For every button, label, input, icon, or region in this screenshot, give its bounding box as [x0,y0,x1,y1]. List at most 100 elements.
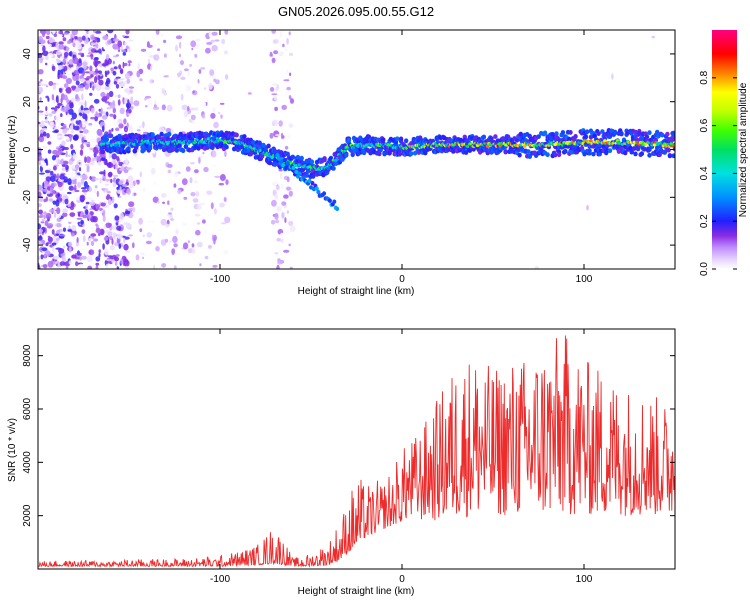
heatmap-cell [152,151,156,154]
heatmap-cell [269,132,274,139]
heatmap-cell [165,127,172,134]
heatmap-cell [100,157,106,161]
heatmap-cell [135,254,140,261]
heatmap-cell [611,73,614,80]
heatmap-cell [48,168,52,171]
heatmap-cell [161,147,167,153]
heatmap-cell [111,238,114,245]
heatmap-cell [79,174,83,179]
heatmap-cell [121,49,127,53]
snr-y-axis-label: SNR (10 * v/v) [7,418,18,482]
heatmap-cell [83,181,88,188]
heatmap-cell [526,149,531,155]
heatmap-cell [70,66,76,73]
heatmap-cell [125,128,128,131]
heatmap-cell [173,183,177,188]
heatmap-cell [202,96,209,103]
heatmap-cell [68,260,73,265]
heatmap-cell [140,252,145,256]
heatmap-cell [275,134,282,137]
heatmap-cell [194,180,198,184]
heatmap-cell [42,50,49,56]
heatmap-cell [224,216,231,224]
heatmap-cell [68,241,73,248]
heatmap-cell [114,215,120,221]
heatmap-cell [41,30,46,38]
heatmap-cell [63,32,70,35]
heatmap-cell [503,149,508,155]
heatmap-cell [107,39,112,45]
heatmap-cell [192,141,197,145]
heatmap-cell [281,201,287,206]
heatmap-cell [102,215,106,222]
heatmap-cell [118,195,122,198]
heatmap-cell [80,105,84,111]
heatmap-cell [285,151,290,157]
heatmap-cell [125,45,129,50]
heatmap-cell [75,174,79,179]
heatmap-cell [106,107,111,110]
heatmap-cell [80,178,85,185]
heatmap-cell [101,111,107,115]
heatmap-cell [637,131,642,137]
snr-series-line [38,335,675,568]
heatmap-cell [281,212,285,219]
heatmap-cell [98,79,104,86]
heatmap-cell [55,96,59,103]
heatmap-cell [279,232,285,240]
heatmap-cell [82,235,86,243]
heatmap-cell [276,237,282,242]
heatmap-cell [98,48,102,54]
heatmap-cell [38,196,44,202]
heatmap-cell [284,145,289,150]
heatmap-cell [46,92,50,96]
heatmap-cell [119,107,125,115]
heatmap-cell [89,92,93,96]
heatmap-cell [117,99,121,106]
heatmap-cell [45,85,49,88]
heatmap-cell [85,163,90,167]
heatmap-cell [159,131,164,137]
heatmap-cell [63,83,69,89]
heatmap-cell [53,107,58,112]
heatmap-cell [660,132,665,138]
heatmap-cell [44,111,50,115]
heatmap-cell [485,144,490,148]
heatmap-cell [322,191,327,196]
heatmap-cell [105,222,112,229]
heatmap-cell [291,165,296,170]
heatmap-cell [607,148,613,154]
heatmap-cell [104,191,108,197]
heatmap-cell [80,143,84,150]
heatmap-cell [79,252,82,256]
heatmap-cell [187,240,190,244]
heatmap-cell [139,228,143,233]
heatmap-cell [221,38,226,45]
heatmap-cell [38,154,42,162]
heatmap-y-axis-label: Frequency (Hz) [7,116,18,185]
heatmap-cell [112,43,119,50]
heatmap-cell [274,212,279,220]
heatmap-cell [77,181,82,188]
heatmap-cell [48,198,54,202]
y-tick-label: 8000 [22,344,33,367]
heatmap-cell [76,40,80,46]
heatmap-cell [87,52,93,55]
y-tick-label: -20 [22,190,33,205]
heatmap-cell [123,133,129,139]
heatmap-cell [142,131,149,135]
heatmap-cell [161,263,167,268]
heatmap-cell [50,30,57,33]
heatmap-cell [269,87,275,92]
heatmap-cell [172,200,175,203]
heatmap-cell [139,171,142,178]
heatmap-cell [113,38,119,42]
heatmap-cell [224,144,229,150]
heatmap-cell [75,147,78,153]
heatmap-cell [381,137,386,143]
heatmap-cell [273,95,277,101]
heatmap-cell [42,131,47,137]
heatmap-cell [147,253,153,257]
heatmap-cell [152,196,159,203]
heatmap-cell [286,86,291,91]
